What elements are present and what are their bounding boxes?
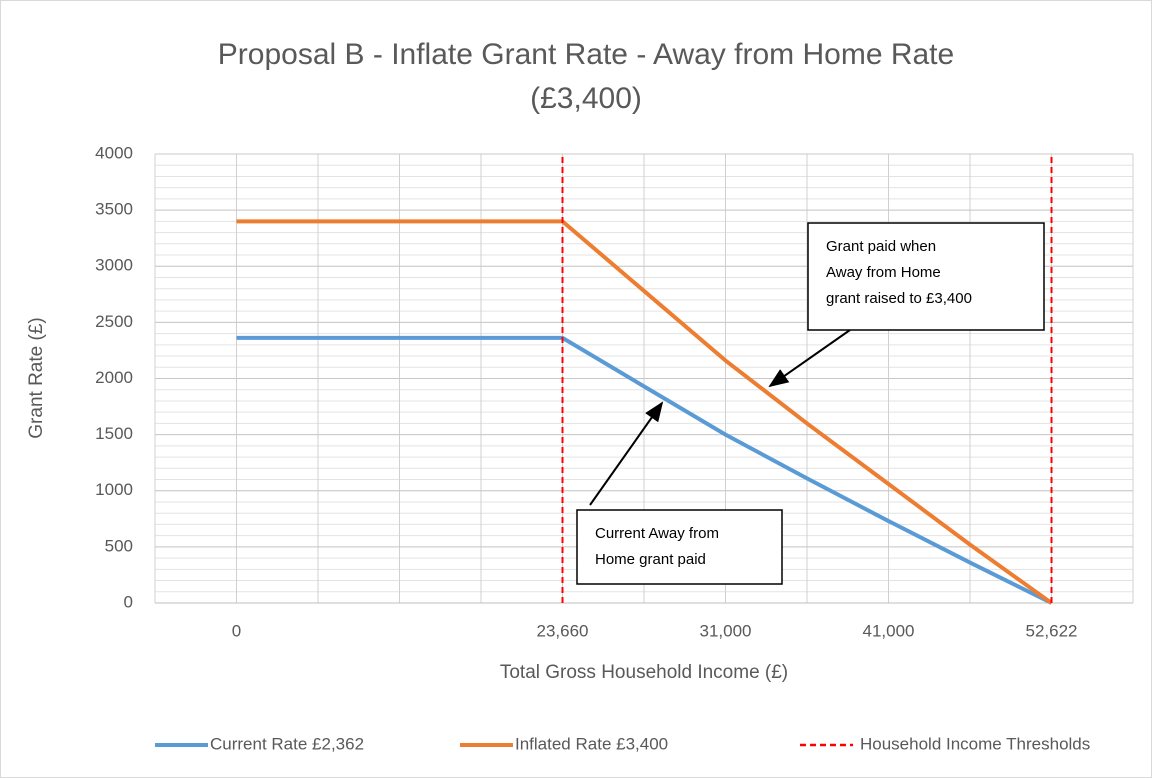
y-axis-label: Grant Rate (£) — [26, 317, 47, 438]
y-tick-label: 2000 — [95, 368, 133, 387]
y-tick-label: 4000 — [95, 143, 133, 162]
annotation-arrow — [589, 401, 664, 506]
chart-title: Proposal B - Inflate Grant Rate - Away f… — [218, 38, 954, 71]
legend-label: Inflated Rate £3,400 — [515, 734, 668, 753]
y-tick-label: 0 — [124, 592, 133, 611]
x-tick-label: 31,000 — [700, 621, 752, 640]
annotation-arrow — [768, 329, 851, 388]
x-tick-label: 41,000 — [863, 621, 915, 640]
annotation-box — [807, 222, 1045, 331]
legend-label: Household Income Thresholds — [860, 734, 1090, 753]
chart-title: (£3,400) — [530, 82, 642, 115]
x-tick-label: 52,622 — [1026, 621, 1078, 640]
annotation-text: Current Away from — [595, 525, 719, 542]
annotation-text: Grant paid when — [826, 238, 936, 255]
x-tick-label: 0 — [232, 621, 241, 640]
x-axis-label: Total Gross Household Income (£) — [500, 662, 788, 683]
x-tick-label: 23,660 — [537, 621, 589, 640]
annotation-text: grant raised to £3,400 — [826, 290, 972, 307]
series-line — [236, 219, 1053, 605]
legend-label: Current Rate £2,362 — [210, 734, 364, 753]
y-tick-label: 1500 — [95, 424, 133, 443]
y-tick-label: 500 — [105, 536, 133, 555]
series-line — [236, 335, 1053, 605]
annotation-box — [576, 509, 783, 585]
annotation-text: Away from Home — [826, 264, 941, 281]
annotation-text: Home grant paid — [595, 551, 706, 568]
y-tick-label: 2500 — [95, 312, 133, 331]
y-tick-label: 1000 — [95, 480, 133, 499]
y-tick-label: 3500 — [95, 200, 133, 219]
y-tick-label: 3000 — [95, 256, 133, 275]
